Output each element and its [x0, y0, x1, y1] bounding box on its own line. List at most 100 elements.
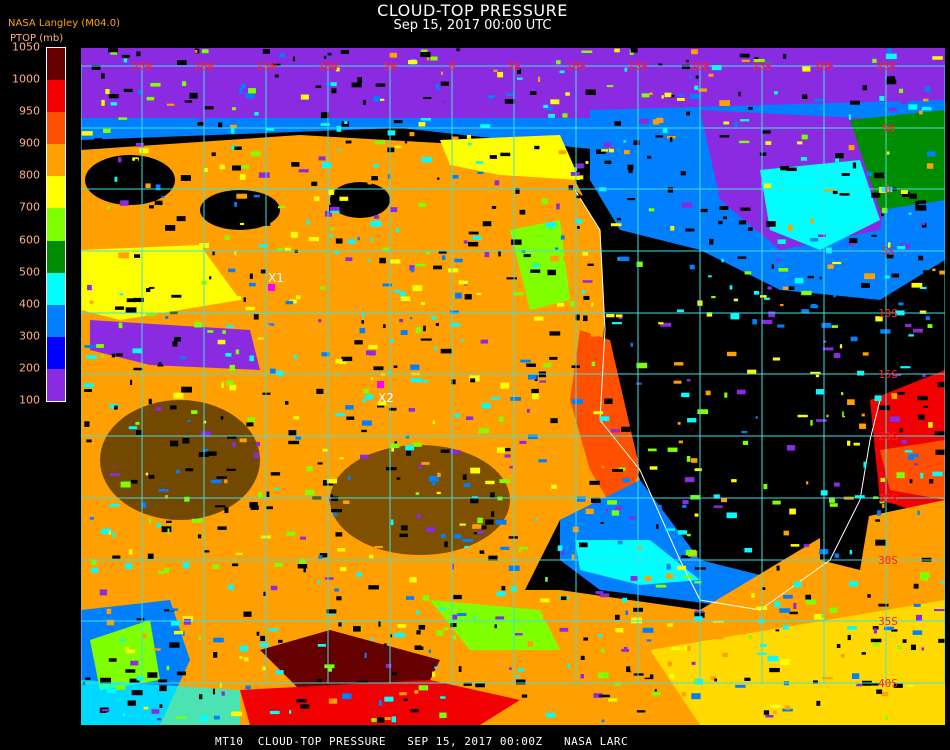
cloud-pixel [143, 706, 149, 710]
cloud-pixel [86, 355, 97, 360]
cloud-pixel [776, 565, 780, 571]
cloud-pixel [636, 710, 646, 713]
cloud-pixel [493, 69, 498, 72]
cloud-pixel [205, 451, 217, 456]
cloud-pixel [711, 65, 722, 71]
cloud-pixel [759, 152, 767, 156]
cloud-pixel [926, 163, 934, 169]
cloud-pixel [317, 643, 326, 647]
cloud-pixel [129, 678, 140, 684]
legend-tick-label: 800 [19, 168, 40, 182]
cloud-pixel [462, 538, 474, 542]
cloud-pixel [252, 204, 255, 207]
cloud-pixel [415, 281, 423, 285]
cloud-pixel [879, 95, 885, 101]
cloud-pixel [614, 682, 621, 686]
cloud-pixel [109, 473, 120, 477]
cloud-pixel [274, 487, 279, 490]
cloud-pixel [768, 311, 776, 318]
cloud-pixel [246, 422, 254, 427]
cloud-pixel [905, 243, 910, 249]
cloud-pixel [278, 639, 283, 643]
cloud-pixel [919, 527, 930, 534]
cloud-pixel [136, 618, 145, 622]
cloud-pixel [724, 392, 728, 398]
cloud-pixel [278, 206, 286, 209]
cloud-pixel [783, 530, 789, 536]
cloud-pixel [662, 127, 668, 133]
cloud-pixel [909, 453, 919, 458]
cloud-pixel [475, 682, 485, 688]
cloud-pixel [258, 172, 270, 178]
cloud-pixel [747, 369, 757, 374]
cloud-pixel [414, 690, 419, 694]
cloud-pixel [476, 530, 484, 535]
cloud-pixel [927, 324, 933, 328]
cloud-pixel [567, 664, 570, 669]
cloud-pixel [682, 499, 689, 505]
cloud-pixel [790, 544, 800, 547]
cloud-pixel [97, 63, 109, 67]
cloud-pixel [194, 322, 203, 328]
cloud-pixel [871, 234, 877, 237]
cloud-pixel [545, 712, 556, 718]
cloud-pixel [548, 113, 555, 118]
site-marker[interactable] [377, 381, 384, 388]
cloud-pixel [320, 123, 330, 126]
legend-tick-label: 1000 [12, 72, 40, 86]
cloud-pixel [438, 607, 447, 610]
cloud-pixel [145, 472, 149, 476]
cloud-pixel [165, 316, 169, 319]
cloud-pixel [357, 236, 360, 241]
cloud-pixel [454, 534, 462, 539]
cloud-pixel [155, 107, 163, 113]
longitude-label: 20E [690, 60, 710, 73]
cloud-pixel [436, 177, 440, 180]
cloud-pixel [362, 100, 366, 105]
cloud-pixel [780, 165, 790, 171]
cloud-pixel [136, 676, 145, 681]
cloud-pixel [615, 314, 623, 318]
cloud-pixel [119, 639, 126, 642]
cloud-pixel [919, 110, 923, 115]
cloud-pixel [394, 145, 402, 149]
cloud-pixel [500, 152, 511, 157]
cloud-pixel [191, 410, 198, 414]
cloud-pixel [249, 273, 253, 279]
cloud-pixel [730, 313, 740, 320]
cloud-pixel [569, 301, 575, 307]
cloud-pixel [357, 680, 368, 684]
cloud-pixel [526, 363, 536, 367]
cloud-pixel [711, 272, 716, 275]
cloud-pixel [759, 295, 767, 298]
cloud-pixel [899, 242, 904, 249]
cloud-pixel [437, 472, 441, 477]
cloud-pixel [577, 225, 580, 229]
cloud-pixel [455, 292, 462, 299]
cloud-pixel [939, 270, 945, 275]
cloud-pixel [710, 676, 716, 681]
cloud-pixel [440, 449, 450, 453]
cloud-pixel [831, 325, 839, 328]
cloud-pixel [234, 250, 237, 256]
site-marker[interactable] [268, 284, 275, 291]
cloud-pixel [441, 255, 446, 260]
cloud-pixel [500, 382, 510, 389]
cloud-pixel [569, 307, 577, 310]
cloud-pixel [577, 496, 586, 502]
cloud-pixel [87, 284, 92, 291]
cloud-pixel [117, 157, 122, 163]
cloud-pixel [268, 628, 279, 632]
cloud-pixel [130, 479, 138, 484]
cloud-pixel [740, 119, 750, 122]
cloud-pixel [284, 401, 289, 405]
cloud-pixel [557, 545, 563, 552]
cloud-pixel [655, 584, 667, 588]
cloud-pixel [797, 414, 808, 418]
cloud-pixel [752, 319, 757, 325]
cloud-pixel [761, 319, 773, 324]
cloud-pixel [736, 389, 746, 395]
cloud-pixel [124, 399, 130, 405]
cloud-pixel [876, 689, 883, 694]
cloud-pixel [275, 670, 284, 675]
